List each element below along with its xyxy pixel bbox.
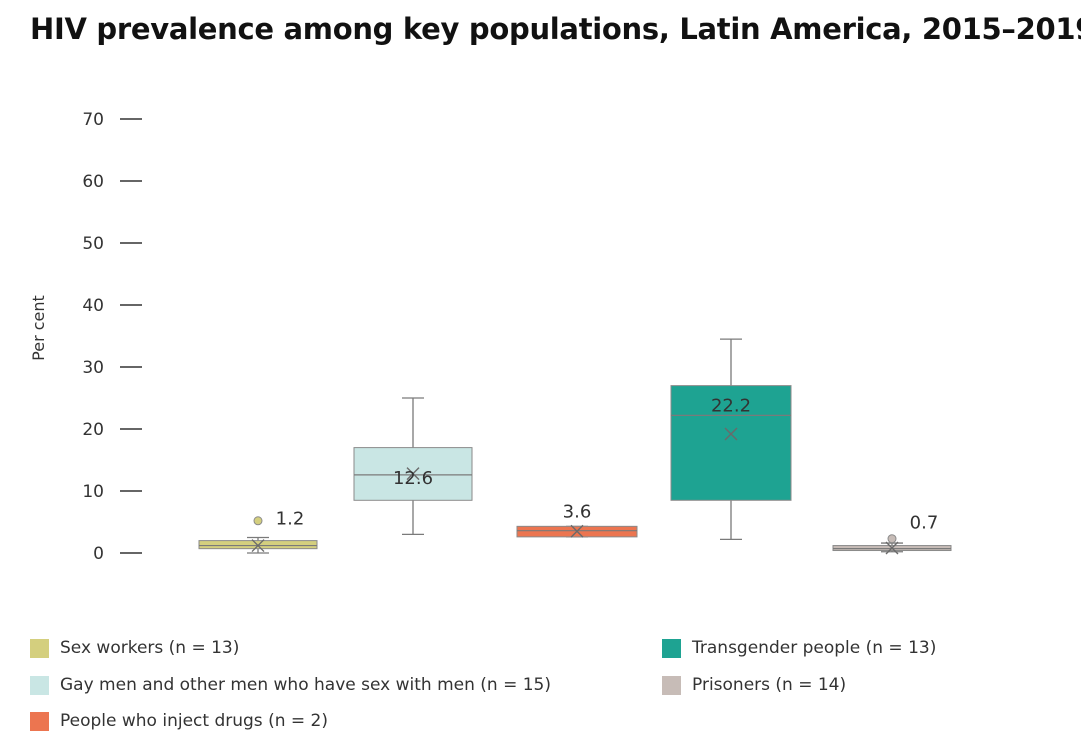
legend-item-sex-workers: Sex workers (n = 13) [30,638,239,658]
legend-label-prisoners: Prisoners (n = 14) [692,675,847,695]
median-label-4: 0.7 [910,513,939,534]
mean-marker-4 [885,541,899,555]
y-tick-label-50: 50 [82,234,104,254]
legend-label-transgender: Transgender people (n = 13) [692,638,937,658]
legend-item-pwid: People who inject drugs (n = 2) [30,711,328,731]
y-tick-label-20: 20 [82,420,104,440]
legend-swatch-transgender [662,638,681,658]
y-tick-label-70: 70 [82,110,104,130]
legend-label-pwid: People who inject drugs (n = 2) [60,711,328,731]
median-label-0: 1.2 [276,509,305,530]
y-tick-label-30: 30 [82,358,104,378]
y-tick-label-10: 10 [82,482,104,502]
legend-item-prisoners: Prisoners (n = 14) [662,675,846,695]
y-tick-label-40: 40 [82,296,104,316]
box-plot-chart: 0 10 20 30 40 50 60 70 Per cent 1.2 12.6 3.6 22.2 0.7 [29,110,952,564]
legend-swatch-prisoners [662,675,681,695]
legend-swatch-msm [30,675,49,695]
box-1 [353,447,473,501]
box-3 [670,385,792,501]
outlier-0-0 [253,516,263,526]
y-axis-title: Per cent [29,295,48,361]
median-label-2: 3.6 [563,501,592,522]
legend-item-transgender: Transgender people (n = 13) [662,638,936,658]
y-tick-label-60: 60 [82,172,104,192]
legend-swatch-sex-workers [30,638,49,658]
mean-marker-0 [251,539,265,553]
y-tick-label-0: 0 [93,544,104,564]
outlier-4-0 [887,534,897,544]
median-label-3: 22.2 [711,395,751,416]
chart-title: HIV prevalence among key populations, La… [30,12,1081,46]
median-label-1: 12.6 [393,468,433,489]
mean-marker-2 [570,524,584,538]
legend-label-msm: Gay men and other men who have sex with … [60,675,551,695]
legend-label-sex-workers: Sex workers (n = 13) [60,638,240,658]
mean-marker-3 [724,427,738,441]
legend-item-msm: Gay men and other men who have sex with … [30,675,551,695]
mean-marker-1 [406,467,420,481]
legend-swatch-pwid [30,711,49,731]
